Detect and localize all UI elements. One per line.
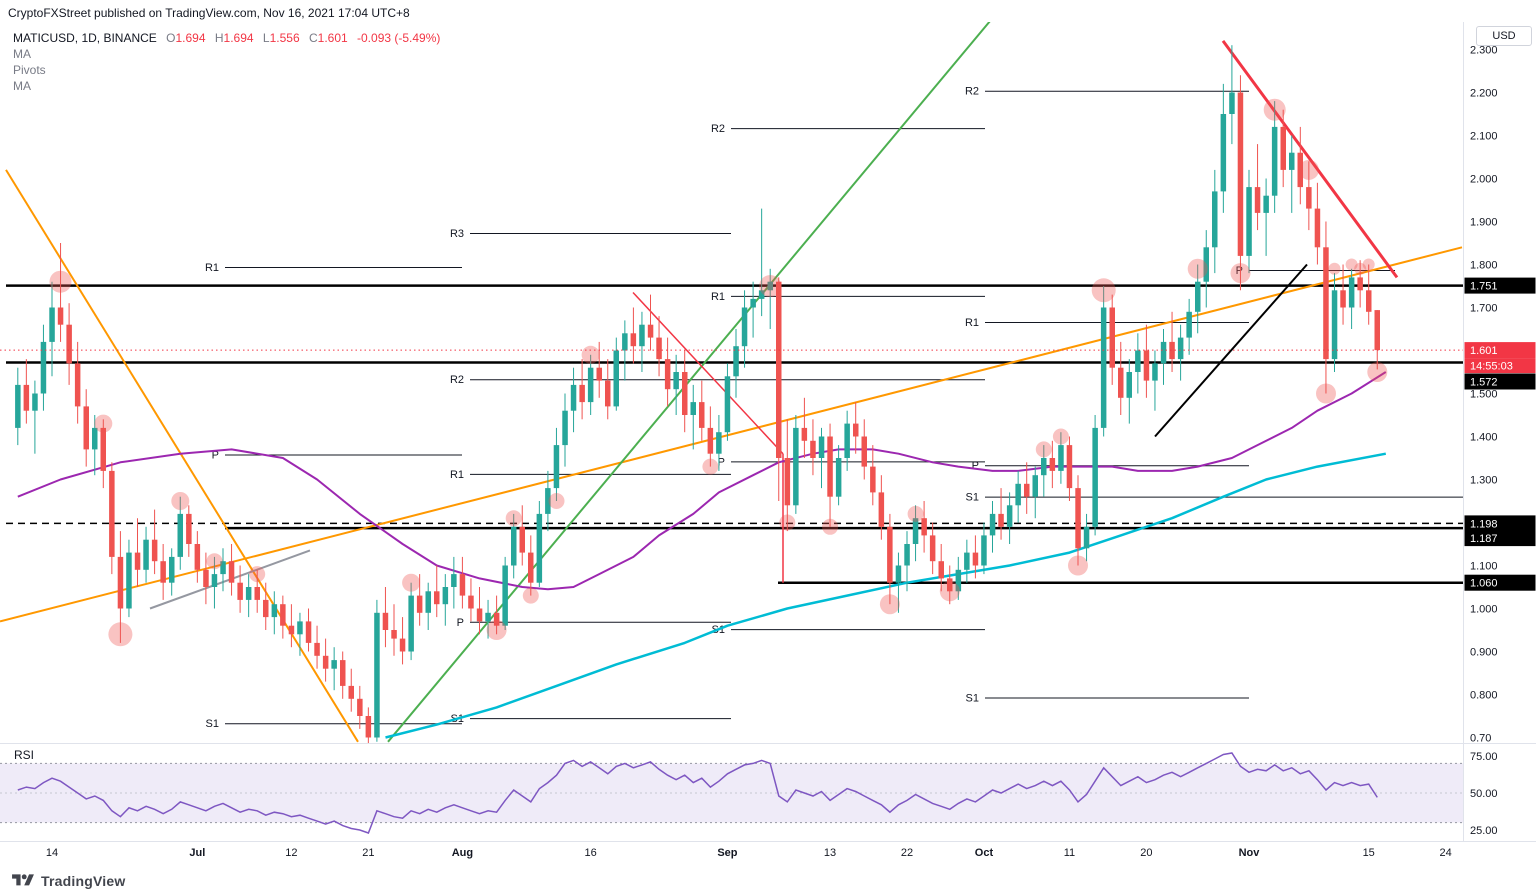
svg-text:1.400: 1.400 bbox=[1470, 432, 1498, 444]
red-sep-descending bbox=[632, 291, 784, 455]
svg-text:22: 22 bbox=[901, 847, 913, 859]
svg-text:R1: R1 bbox=[205, 262, 219, 274]
svg-text:1.100: 1.100 bbox=[1470, 561, 1498, 573]
orange-ascending bbox=[0, 246, 1463, 623]
svg-text:R1: R1 bbox=[711, 291, 725, 303]
svg-text:1.300: 1.300 bbox=[1470, 475, 1498, 487]
svg-text:2.300: 2.300 bbox=[1470, 45, 1498, 57]
pane-separators bbox=[0, 22, 1536, 842]
tradingview-logo-icon[interactable] bbox=[12, 872, 34, 889]
svg-text:0.800: 0.800 bbox=[1470, 690, 1498, 702]
price-axis[interactable]: 2.300 2.200 2.100 2.000 1.900 1.800 1.700 1.500… bbox=[1470, 45, 1498, 745]
symbol-title[interactable]: MATICUSD, 1D, BINANCE bbox=[13, 31, 157, 45]
ohlc-open-value: 1.694 bbox=[175, 31, 206, 45]
svg-text:2.200: 2.200 bbox=[1470, 88, 1498, 100]
time-axis[interactable]: 14 Jul 12 21 Aug 16 Sep 13 22 Oct 11 20 Nov 15 24 bbox=[46, 847, 1452, 859]
ohlc-close-key: C bbox=[308, 31, 318, 45]
svg-text:Aug: Aug bbox=[452, 847, 473, 859]
ohlc-low-key: L bbox=[262, 31, 270, 45]
change-value: -0.093 (-5.49%) bbox=[357, 31, 441, 45]
footer: TradingView bbox=[12, 872, 125, 889]
chart-legend: MATICUSD, 1D, BINANCE O1.694 H1.694 L1.5… bbox=[13, 30, 440, 94]
svg-text:R1: R1 bbox=[965, 317, 979, 329]
svg-text:25.00: 25.00 bbox=[1470, 825, 1498, 837]
svg-text:S1: S1 bbox=[206, 718, 219, 730]
svg-text:1.601: 1.601 bbox=[1470, 345, 1498, 357]
rsi-axis[interactable]: 75.00 50.00 25.00 bbox=[1470, 751, 1498, 837]
indicator-pivots[interactable]: Pivots bbox=[13, 63, 46, 77]
trendlines bbox=[0, 22, 1463, 743]
svg-text:11: 11 bbox=[1064, 847, 1075, 859]
svg-text:14: 14 bbox=[46, 847, 58, 859]
svg-text:R3: R3 bbox=[450, 228, 464, 240]
symbol-ohlc-row[interactable]: MATICUSD, 1D, BINANCE O1.694 H1.694 L1.5… bbox=[13, 30, 440, 46]
svg-text:1.700: 1.700 bbox=[1470, 303, 1498, 315]
svg-text:50.00: 50.00 bbox=[1470, 788, 1498, 800]
ohlc-high-key: H bbox=[214, 31, 224, 45]
svg-text:21: 21 bbox=[362, 847, 374, 859]
black-oct-ascending bbox=[1154, 263, 1308, 438]
svg-text:Jul: Jul bbox=[189, 847, 205, 859]
rsi-indicator-label[interactable]: RSI bbox=[14, 748, 35, 762]
candles-layer bbox=[15, 45, 1380, 743]
pivot-markers bbox=[49, 98, 1388, 647]
indicator-ma-2[interactable]: MA bbox=[13, 79, 31, 93]
svg-text:75.00: 75.00 bbox=[1470, 751, 1498, 763]
svg-text:R2: R2 bbox=[711, 123, 725, 135]
currency-unit-button[interactable]: USD bbox=[1476, 26, 1532, 46]
svg-text:1.500: 1.500 bbox=[1470, 389, 1498, 401]
orange-descending bbox=[5, 169, 359, 743]
svg-text:2.100: 2.100 bbox=[1470, 131, 1498, 143]
svg-text:P: P bbox=[457, 617, 464, 629]
indicator-ma-1[interactable]: MA bbox=[13, 47, 31, 61]
ohlc-low-value: 1.556 bbox=[269, 31, 300, 45]
svg-text:0.900: 0.900 bbox=[1470, 647, 1498, 659]
svg-text:P: P bbox=[212, 449, 219, 461]
svg-text:15: 15 bbox=[1363, 847, 1375, 859]
svg-text:P: P bbox=[972, 460, 979, 472]
svg-text:16: 16 bbox=[585, 847, 597, 859]
ohlc-close-value: 1.601 bbox=[317, 31, 348, 45]
svg-text:Sep: Sep bbox=[717, 847, 737, 859]
ohlc-high-value: 1.694 bbox=[223, 31, 254, 45]
ohlc-open-key: O bbox=[166, 31, 176, 45]
svg-text:1.060: 1.060 bbox=[1470, 578, 1498, 590]
svg-text:14:55:03: 14:55:03 bbox=[1470, 361, 1513, 373]
svg-text:1.751: 1.751 bbox=[1470, 281, 1498, 293]
svg-text:12: 12 bbox=[285, 847, 297, 859]
svg-text:20: 20 bbox=[1140, 847, 1152, 859]
svg-text:2.000: 2.000 bbox=[1470, 174, 1498, 186]
svg-text:1.900: 1.900 bbox=[1470, 217, 1498, 229]
svg-text:R2: R2 bbox=[450, 374, 464, 386]
svg-text:Oct: Oct bbox=[975, 847, 994, 859]
svg-text:1.187: 1.187 bbox=[1470, 533, 1498, 545]
svg-text:1.800: 1.800 bbox=[1470, 260, 1498, 272]
svg-text:1.000: 1.000 bbox=[1470, 604, 1498, 616]
svg-text:P: P bbox=[1236, 265, 1243, 277]
svg-text:24: 24 bbox=[1440, 847, 1452, 859]
svg-text:S1: S1 bbox=[966, 692, 979, 704]
svg-text:1.198: 1.198 bbox=[1470, 518, 1498, 530]
svg-text:13: 13 bbox=[824, 847, 836, 859]
tradingview-brand[interactable]: TradingView bbox=[41, 872, 126, 889]
rsi-line bbox=[17, 752, 1378, 834]
svg-text:0.70: 0.70 bbox=[1470, 733, 1491, 745]
svg-text:R1: R1 bbox=[450, 469, 464, 481]
rsi-pane bbox=[0, 752, 1463, 834]
svg-text:1.572: 1.572 bbox=[1470, 377, 1498, 389]
publish-header: CryptoFXStreet published on TradingView.… bbox=[8, 6, 410, 20]
red-nov-descending bbox=[1221, 40, 1399, 279]
svg-text:R2: R2 bbox=[965, 86, 979, 98]
svg-text:P: P bbox=[718, 456, 725, 468]
svg-text:Nov: Nov bbox=[1239, 847, 1261, 859]
svg-text:S1: S1 bbox=[966, 492, 979, 504]
price-tags: 1.751 1.601 14:55:03 1.572 1.198 1.187 1.060 bbox=[1464, 277, 1536, 591]
